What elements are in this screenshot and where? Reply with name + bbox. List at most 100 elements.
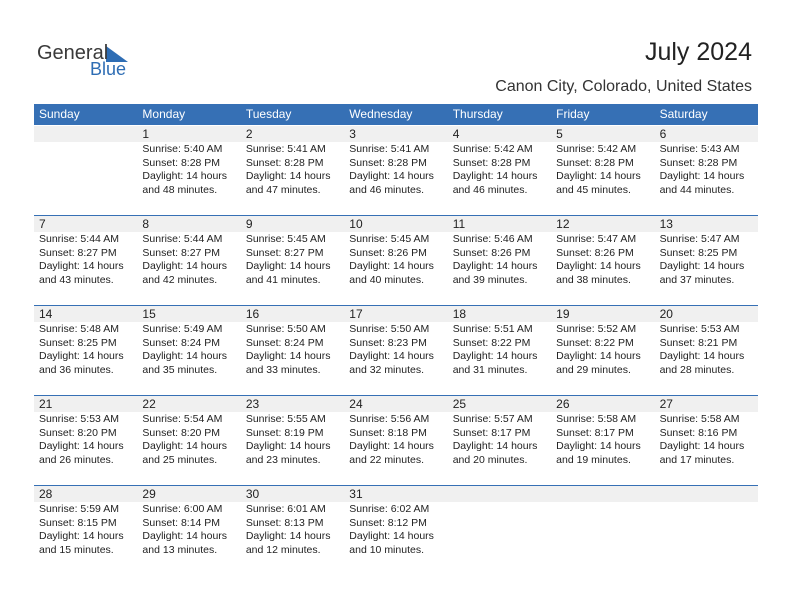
day-info: Sunset: 8:17 PM (556, 426, 634, 439)
day-info: Sunset: 8:28 PM (452, 156, 531, 169)
day-info: Daylight: 14 hours (39, 260, 124, 273)
day-info: Sunset: 8:22 PM (452, 336, 531, 349)
day-info: Sunset: 8:24 PM (142, 336, 221, 349)
day-number: 6 (659, 127, 667, 141)
day-info: Sunset: 8:23 PM (349, 336, 427, 349)
day-info: Sunrise: 5:41 AM (245, 143, 326, 155)
day-number: 30 (245, 487, 260, 501)
day-info: Sunrise: 5:50 AM (245, 323, 326, 335)
day-number: 12 (556, 217, 570, 231)
logo-text: General (37, 42, 109, 64)
day-info: Sunrise: 5:53 AM (39, 413, 119, 425)
day-info: Daylight: 14 hours (349, 170, 434, 183)
day-info: Sunset: 8:27 PM (39, 246, 117, 259)
day-number: 4 (452, 127, 460, 141)
day-info: Sunset: 8:28 PM (349, 156, 427, 169)
day-info: Sunrise: 6:00 AM (142, 503, 223, 515)
day-info: Sunrise: 6:01 AM (245, 503, 326, 515)
day-info: Sunrise: 6:02 AM (349, 503, 430, 515)
day-number: 31 (349, 487, 363, 501)
day-number: 28 (39, 487, 53, 501)
day-info: Sunset: 8:27 PM (245, 246, 324, 259)
day-number: 22 (142, 397, 156, 411)
day-info: and 25 minutes. (142, 453, 218, 466)
day-number: 9 (245, 217, 253, 231)
day-info: and 40 minutes. (349, 273, 424, 286)
day-info: Sunset: 8:26 PM (349, 246, 427, 259)
day-info: Sunrise: 5:56 AM (349, 413, 430, 425)
day-info: Daylight: 14 hours (245, 440, 331, 453)
day-info: and 36 minutes. (39, 363, 114, 376)
day-number: 24 (349, 397, 363, 411)
weekday-label: Thursday (452, 107, 503, 121)
day-number: 19 (556, 307, 570, 321)
date-band (34, 486, 758, 502)
week-separator (34, 215, 758, 216)
day-info: and 46 minutes. (349, 183, 424, 196)
day-info: Daylight: 14 hours (245, 350, 331, 363)
day-info: and 23 minutes. (245, 453, 321, 466)
day-info: and 44 minutes. (659, 183, 735, 196)
day-info: and 38 minutes. (556, 273, 631, 286)
date-band (34, 396, 758, 412)
day-info: and 29 minutes. (556, 363, 631, 376)
day-info: Sunrise: 5:58 AM (659, 413, 740, 425)
day-info: and 17 minutes. (659, 453, 735, 466)
day-number: 17 (349, 307, 363, 321)
day-info: and 35 minutes. (142, 363, 218, 376)
weekday-label: Monday (142, 107, 186, 121)
day-info: Daylight: 14 hours (659, 350, 745, 363)
day-info: Sunset: 8:28 PM (245, 156, 324, 169)
day-info: and 47 minutes. (245, 183, 321, 196)
day-info: Sunrise: 5:49 AM (142, 323, 223, 335)
week-separator (34, 485, 758, 486)
day-info: Sunrise: 5:51 AM (452, 323, 533, 335)
day-info: and 33 minutes. (245, 363, 321, 376)
day-info: Sunset: 8:28 PM (142, 156, 221, 169)
day-info: Daylight: 14 hours (39, 530, 124, 543)
day-info: Sunset: 8:22 PM (556, 336, 634, 349)
day-number: 2 (245, 127, 253, 141)
day-info: Daylight: 14 hours (245, 170, 331, 183)
weekday-label: Friday (556, 107, 590, 121)
day-info: Sunrise: 5:42 AM (556, 143, 637, 155)
day-info: and 31 minutes. (452, 363, 528, 376)
day-info: Sunset: 8:28 PM (556, 156, 634, 169)
day-number: 11 (452, 217, 466, 231)
day-info: Daylight: 14 hours (39, 350, 124, 363)
day-info: Daylight: 14 hours (556, 350, 641, 363)
weekday-label: Wednesday (349, 107, 413, 121)
weekday-label: Sunday (39, 107, 80, 121)
day-info: and 15 minutes. (39, 543, 114, 556)
day-info: and 22 minutes. (349, 453, 424, 466)
logo-text: Blue (90, 59, 127, 79)
day-number: 18 (452, 307, 467, 321)
day-info: Sunset: 8:27 PM (142, 246, 221, 259)
day-info: Sunrise: 5:43 AM (659, 143, 740, 155)
day-info: Sunset: 8:19 PM (245, 426, 324, 439)
date-band (34, 306, 758, 322)
day-info: Sunrise: 5:44 AM (142, 233, 223, 245)
day-info: and 28 minutes. (659, 363, 735, 376)
day-info: Daylight: 14 hours (245, 530, 331, 543)
day-number: 23 (245, 397, 260, 411)
day-info: and 10 minutes. (349, 543, 424, 556)
day-info: Sunrise: 5:45 AM (245, 233, 326, 245)
day-info: Sunrise: 5:48 AM (39, 323, 119, 335)
day-info: Daylight: 14 hours (142, 440, 228, 453)
day-info: Daylight: 14 hours (452, 260, 538, 273)
day-info: Sunset: 8:15 PM (39, 516, 117, 529)
day-info: and 13 minutes. (142, 543, 218, 556)
day-number: 16 (245, 307, 260, 321)
logo-icon (106, 46, 128, 62)
day-info: Daylight: 14 hours (556, 260, 641, 273)
day-info: Daylight: 14 hours (245, 260, 331, 273)
day-info: and 20 minutes. (452, 453, 528, 466)
day-info: and 37 minutes. (659, 273, 735, 286)
day-info: and 39 minutes. (452, 273, 528, 286)
day-info: Sunrise: 5:46 AM (452, 233, 533, 245)
day-number: 13 (659, 217, 673, 231)
day-info: Daylight: 14 hours (349, 440, 434, 453)
day-info: Sunset: 8:25 PM (659, 246, 738, 259)
